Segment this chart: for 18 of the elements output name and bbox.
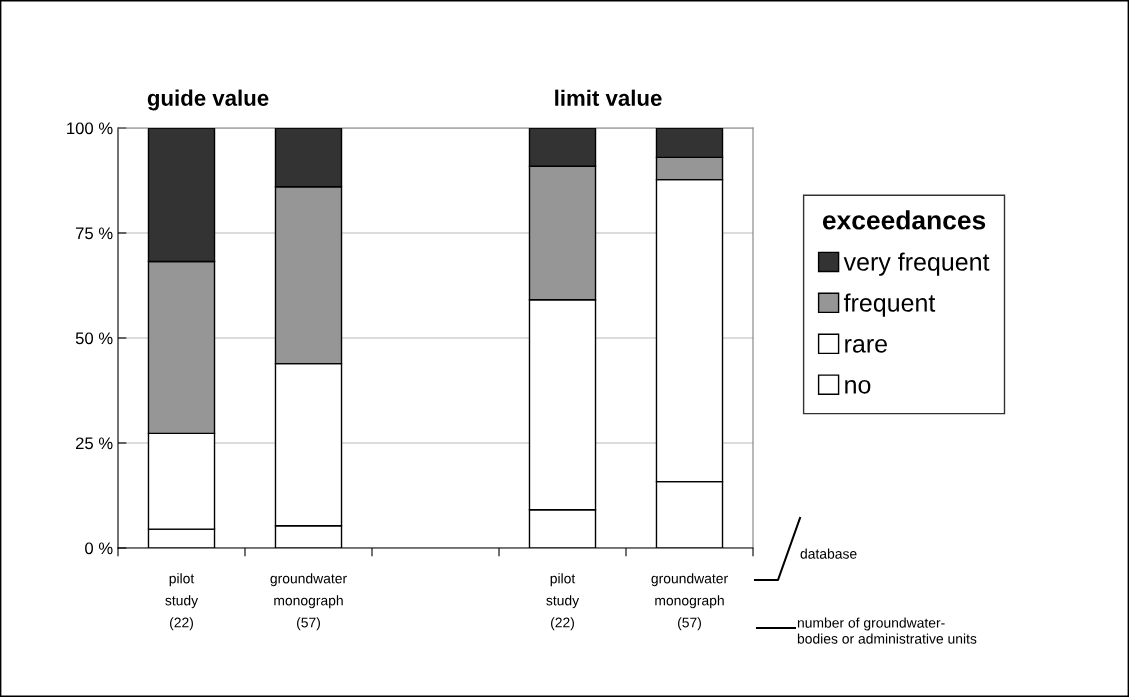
legend-title: exceedances xyxy=(822,210,986,230)
x-tick-label: groundwater monograph (57) xyxy=(270,573,347,631)
legend-label: very frequent xyxy=(843,252,990,276)
text: number of groundwater- bodies or administrative units xyxy=(797,617,977,644)
legend-label: no xyxy=(845,379,871,394)
x-tick-label: pilot study (22) xyxy=(546,573,580,631)
text: guide value xyxy=(147,89,269,111)
x-tick-label: groundwater monograph (57) xyxy=(651,573,728,631)
x-tick-label: pilot study (22) xyxy=(165,573,199,631)
y-tick-label: 75 % xyxy=(76,227,113,240)
text: limit value xyxy=(555,89,662,106)
y-tick-label: 100 % xyxy=(67,122,113,135)
y-tick-label: 25 % xyxy=(75,437,113,450)
legend-label: frequent xyxy=(843,293,936,317)
legend-label: rare xyxy=(845,339,887,353)
y-tick-label: 50 % xyxy=(75,332,113,345)
y-tick-label: 0 % xyxy=(85,542,113,555)
text: database xyxy=(800,548,857,559)
